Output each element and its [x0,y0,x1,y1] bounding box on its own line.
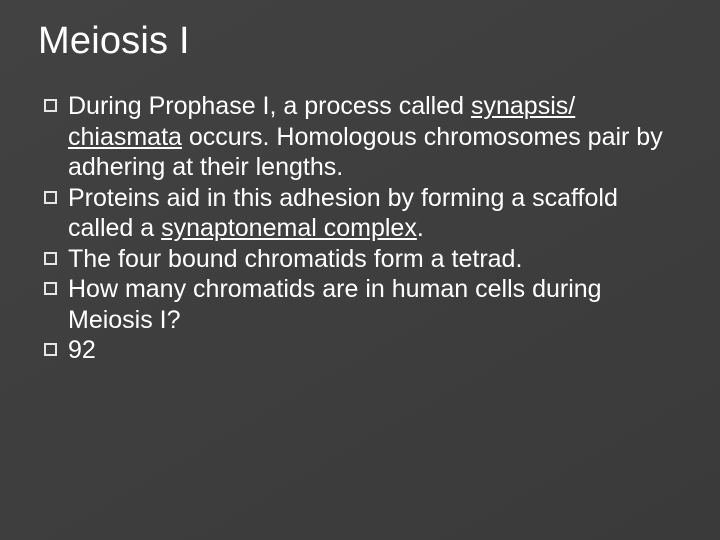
list-item: Proteins aid in this adhesion by forming… [44,183,672,244]
bullet-text: Proteins aid in this adhesion by forming… [68,183,672,244]
text-post: . [417,214,424,242]
bullet-text: The four bound chromatids form a tetrad. [68,244,672,275]
bullet-icon [44,282,57,295]
slide-title: Meiosis I [38,20,682,63]
bullet-text: During Prophase I, a process called syna… [68,91,672,183]
bullet-text: 92 [68,335,672,366]
bullet-icon [44,252,57,265]
list-item: During Prophase I, a process called syna… [44,91,672,183]
bullet-icon [44,343,57,356]
slide-body: During Prophase I, a process called syna… [38,91,682,366]
text-pre: How many chromatids are in human cells d… [68,275,602,334]
bullet-icon [44,191,57,204]
text-pre: During Prophase I, a process called [68,92,471,120]
list-item: 92 [44,335,672,366]
slide: Meiosis I During Prophase I, a process c… [0,0,720,540]
text-underlined: synaptonemal complex [161,214,417,242]
text-pre: 92 [68,336,96,364]
text-pre: The four bound chromatids form a tetrad. [68,245,522,273]
list-item: How many chromatids are in human cells d… [44,274,672,335]
bullet-icon [44,99,57,112]
bullet-text: How many chromatids are in human cells d… [68,274,672,335]
list-item: The four bound chromatids form a tetrad. [44,244,672,275]
